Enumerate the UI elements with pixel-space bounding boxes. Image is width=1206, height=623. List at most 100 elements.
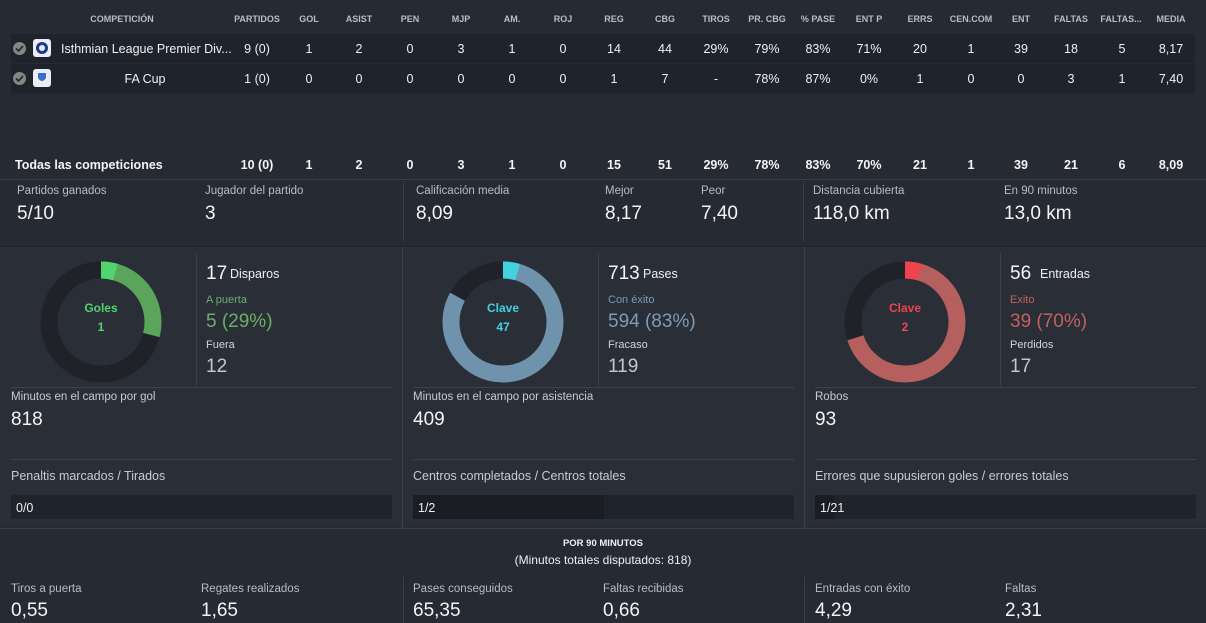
main-value: 56 bbox=[1010, 263, 1032, 284]
summary-label: Jugador del partido bbox=[205, 185, 304, 197]
per90-value: 0,55 bbox=[11, 600, 48, 621]
table-cell: 2 bbox=[355, 158, 363, 172]
summary-label: Calificación media bbox=[416, 185, 510, 197]
table-cell: 29% bbox=[703, 158, 729, 172]
table-cell: 1 bbox=[610, 72, 618, 86]
col-header[interactable]: PEN bbox=[400, 14, 420, 24]
table-cell: 15 bbox=[607, 158, 621, 172]
donut-label: Clave bbox=[486, 301, 520, 315]
col-header[interactable]: COMPETICIÓN bbox=[90, 14, 154, 24]
table-cell: 1 (0) bbox=[244, 72, 270, 86]
per90-subtitle: (Minutos totales disputados: 818) bbox=[514, 553, 692, 567]
divider bbox=[402, 247, 403, 528]
per90-value: 4,29 bbox=[815, 600, 852, 621]
col-header[interactable]: GOL bbox=[299, 14, 319, 24]
success-value: 39 (70%) bbox=[1010, 311, 1088, 332]
col-header[interactable]: FALTAS bbox=[1054, 14, 1088, 24]
success-label: A puerta bbox=[206, 294, 247, 306]
col-header[interactable]: AM. bbox=[503, 14, 521, 24]
per90-label: Faltas bbox=[1005, 583, 1037, 595]
col-header[interactable]: MJP bbox=[451, 14, 471, 24]
table-header: COMPETICIÓN PARTIDOS GOL ASIST PEN MJP A… bbox=[0, 0, 1206, 34]
ratio-bar: 0/0 bbox=[11, 495, 392, 519]
check-icon bbox=[13, 72, 26, 85]
table-cell: 39 bbox=[1014, 158, 1028, 172]
col-header[interactable]: CBG bbox=[655, 14, 675, 24]
col-header[interactable]: % PASE bbox=[800, 14, 836, 24]
table-cell: 3 bbox=[457, 158, 465, 172]
per90-label: Regates realizados bbox=[201, 583, 300, 595]
competition-name[interactable]: FA Cup bbox=[124, 72, 166, 86]
table-cell: 78% bbox=[754, 72, 780, 86]
table-cell: 14 bbox=[607, 42, 621, 56]
passing-panel: Clave 47 713 Pases Con éxito 594 (83%) F… bbox=[402, 247, 802, 528]
col-header[interactable]: MEDIA bbox=[1156, 14, 1186, 24]
main-label: Disparos bbox=[230, 267, 280, 281]
ratio-label: Penaltis marcados / Tirados bbox=[11, 469, 166, 483]
divider bbox=[413, 387, 794, 388]
success-value: 594 (83%) bbox=[608, 311, 696, 332]
table-cell: 71% bbox=[856, 42, 882, 56]
ratio-bar-fill bbox=[413, 495, 604, 519]
table-cell: 21 bbox=[1064, 158, 1078, 172]
divider bbox=[815, 387, 1196, 388]
table-row[interactable]: Isthmian League Premier Div... 9 (0) 1 2… bbox=[11, 34, 1195, 63]
table-cell: 6 bbox=[1118, 158, 1126, 172]
summary-label: Mejor bbox=[605, 185, 634, 197]
ratio-value: 1/21 bbox=[820, 501, 845, 515]
col-header[interactable]: ASIST bbox=[345, 14, 373, 24]
table-cell: 8,17 bbox=[1158, 42, 1184, 56]
success-label: Con éxito bbox=[608, 294, 655, 306]
competition-name[interactable]: Isthmian League Premier Div... bbox=[61, 42, 232, 56]
ratio-bar-fill bbox=[815, 495, 835, 519]
stats-table: COMPETICIÓN PARTIDOS GOL ASIST PEN MJP A… bbox=[0, 0, 1206, 180]
col-header[interactable]: PARTIDOS bbox=[234, 14, 280, 24]
col-header[interactable]: PR. CBG bbox=[748, 14, 786, 24]
fail-label: Fracaso bbox=[608, 339, 648, 351]
table-row[interactable]: FA Cup 1 (0) 0 0 0 0 0 0 1 7 - 78% 87% 0… bbox=[11, 64, 1195, 93]
fa-cup-icon bbox=[33, 69, 51, 87]
donut-label: Clave bbox=[888, 301, 922, 315]
table-cell: 0 bbox=[559, 72, 567, 86]
summary-value: 5/10 bbox=[17, 203, 54, 224]
ratio-value: 0/0 bbox=[16, 501, 34, 515]
table-cell: 0 bbox=[305, 72, 313, 86]
col-header[interactable]: ENT P bbox=[855, 14, 883, 24]
divider bbox=[815, 459, 1196, 460]
col-header[interactable]: REG bbox=[604, 14, 624, 24]
ratio-label: Centros completados / Centros totales bbox=[413, 469, 626, 483]
main-value: 713 bbox=[608, 263, 640, 284]
per90-value: 65,35 bbox=[413, 600, 461, 621]
table-cell: 1 bbox=[916, 72, 924, 86]
donut-label: Goles bbox=[84, 301, 118, 315]
donut-value: 47 bbox=[496, 320, 510, 334]
table-cell: 0 bbox=[1017, 72, 1025, 86]
col-header[interactable]: FALTAS... bbox=[1100, 14, 1142, 24]
table-cell: 1 bbox=[967, 158, 975, 172]
divider bbox=[804, 247, 805, 528]
col-header[interactable]: ROJ bbox=[553, 14, 573, 24]
table-cell: 20 bbox=[913, 42, 927, 56]
col-header[interactable]: ENT bbox=[1012, 14, 1030, 24]
ratio-bar: 1/21 bbox=[815, 495, 1196, 519]
table-cell: 3 bbox=[1067, 72, 1075, 86]
col-header[interactable]: ERRS bbox=[907, 14, 933, 24]
fail-label: Perdidos bbox=[1010, 339, 1054, 351]
table-cell: 0% bbox=[859, 72, 879, 86]
col-header[interactable]: TIROS bbox=[702, 14, 730, 24]
table-cell: 18 bbox=[1064, 42, 1078, 56]
donut-value: 2 bbox=[901, 320, 909, 334]
ratio-bar: 1/2 bbox=[413, 495, 794, 519]
table-cell: 8,09 bbox=[1158, 158, 1184, 172]
table-cell: 1 bbox=[508, 158, 516, 172]
table-cell: 70% bbox=[856, 158, 882, 172]
summary-value: 7,40 bbox=[701, 203, 738, 224]
summary-value: 118,0 km bbox=[813, 203, 890, 224]
donut-key-segment bbox=[442, 261, 564, 383]
metric-value: 818 bbox=[11, 409, 43, 430]
col-header[interactable]: CEN.COM bbox=[949, 14, 993, 24]
ratio-label: Errores que supusieron goles / errores t… bbox=[815, 469, 1069, 483]
divider bbox=[403, 181, 404, 241]
per90-label: Tiros a puerta bbox=[11, 583, 82, 595]
donut-key-segment bbox=[844, 261, 966, 383]
